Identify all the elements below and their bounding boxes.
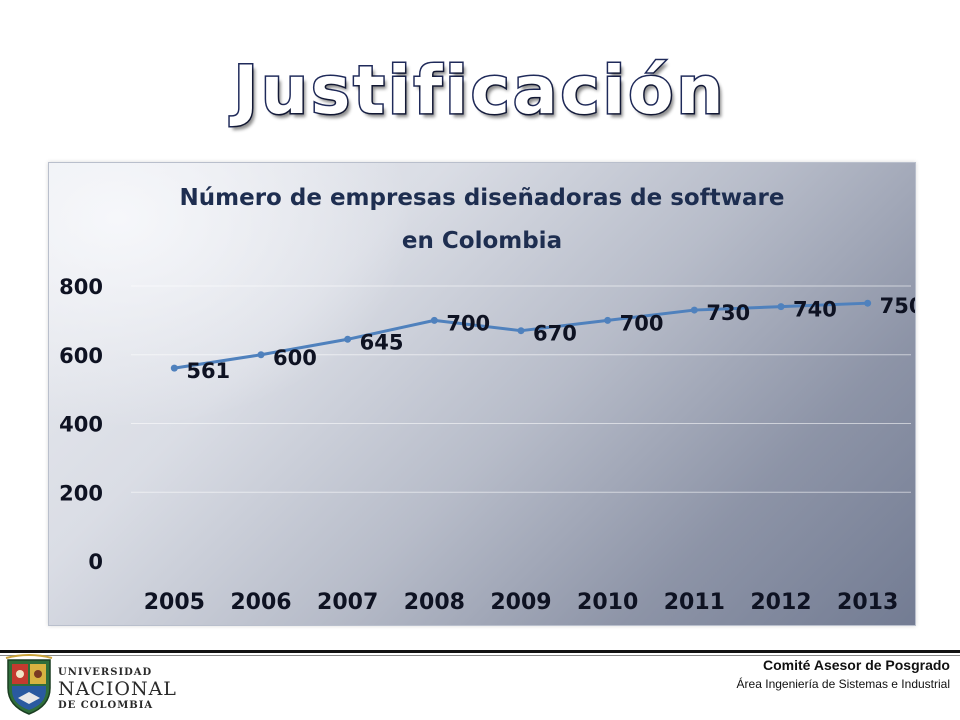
y-tick-label: 200 bbox=[59, 481, 103, 505]
y-tick-label: 600 bbox=[59, 344, 103, 368]
x-tick-label: 2006 bbox=[230, 590, 291, 615]
y-tick-label: 400 bbox=[59, 413, 103, 437]
university-name: UNIVERSIDAD NACIONAL DE COLOMBIA bbox=[58, 668, 177, 711]
data-point bbox=[257, 351, 265, 359]
x-tick-label: 2013 bbox=[837, 590, 898, 615]
footer-rule bbox=[0, 650, 960, 653]
y-tick-label: 800 bbox=[59, 275, 103, 299]
data-point bbox=[170, 364, 178, 372]
x-axis-ticks: 2005 2006 2007 2008 2009 2010 2011 2012 2013 bbox=[144, 590, 899, 615]
data-labels: 561 600 645 700 670 700 730 740 750 bbox=[186, 294, 915, 383]
data-label: 700 bbox=[446, 311, 490, 335]
y-axis-ticks: 0 200 400 600 800 bbox=[59, 275, 103, 574]
data-label: 700 bbox=[620, 311, 664, 335]
data-point bbox=[690, 306, 698, 314]
data-label: 561 bbox=[186, 359, 230, 383]
x-tick-label: 2008 bbox=[404, 590, 465, 615]
slide-title: Justificación bbox=[232, 51, 727, 131]
chart-title-line-2: en Colombia bbox=[402, 228, 562, 254]
data-label: 740 bbox=[793, 298, 837, 322]
data-point bbox=[864, 299, 872, 307]
footer-area: Área Ingeniería de Sistemas e Industrial bbox=[736, 677, 950, 691]
chart-title-line-1: Número de empresas diseñadoras de softwa… bbox=[180, 185, 785, 211]
x-tick-label: 2009 bbox=[490, 590, 551, 615]
y-tick-label: 0 bbox=[88, 550, 103, 574]
data-label: 670 bbox=[533, 322, 577, 346]
data-points bbox=[170, 299, 872, 372]
university-shield-logo bbox=[5, 654, 53, 715]
line-chart: Número de empresas diseñadoras de softwa… bbox=[59, 185, 915, 615]
chart-panel: Número de empresas diseñadoras de softwa… bbox=[48, 162, 916, 626]
university-line-1: UNIVERSIDAD bbox=[58, 667, 153, 678]
data-point bbox=[517, 327, 525, 335]
data-label: 750 bbox=[880, 294, 915, 318]
footer-rule-thin bbox=[0, 655, 960, 656]
x-tick-label: 2011 bbox=[664, 590, 725, 615]
data-point bbox=[604, 316, 612, 324]
data-label: 730 bbox=[706, 301, 750, 325]
x-tick-label: 2007 bbox=[317, 590, 378, 615]
university-line-2: NACIONAL bbox=[58, 678, 177, 700]
x-tick-label: 2012 bbox=[750, 590, 811, 615]
data-label: 600 bbox=[273, 346, 317, 370]
data-label: 645 bbox=[360, 330, 404, 354]
x-tick-label: 2005 bbox=[144, 590, 205, 615]
data-point bbox=[344, 335, 352, 343]
data-point bbox=[430, 316, 438, 324]
footer-committee: Comité Asesor de Posgrado bbox=[763, 657, 950, 673]
data-point bbox=[777, 303, 785, 311]
university-line-3: DE COLOMBIA bbox=[58, 700, 154, 711]
x-tick-label: 2010 bbox=[577, 590, 638, 615]
